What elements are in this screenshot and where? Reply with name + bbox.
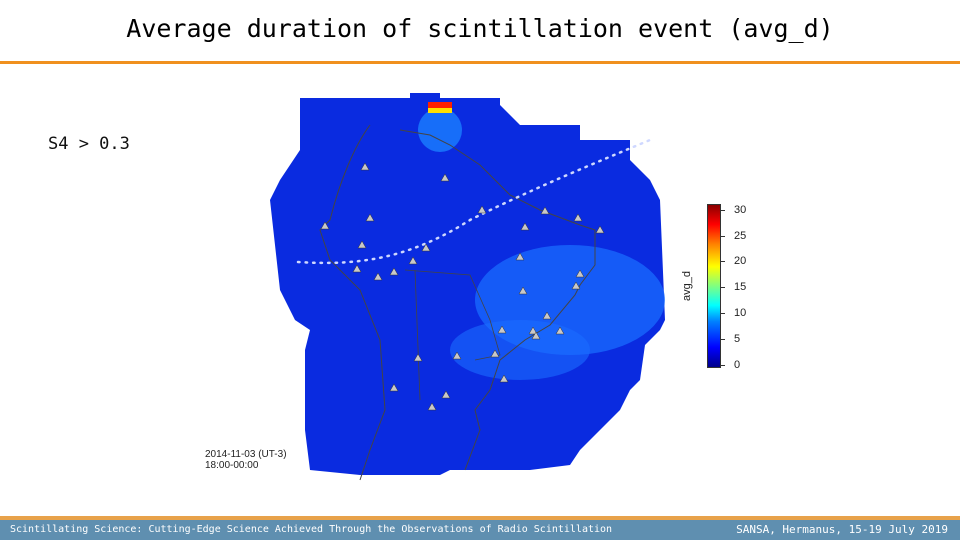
legend-axis-label: avg_d xyxy=(680,271,693,301)
legend-tick: 5 xyxy=(734,333,741,345)
legend-tick: 0 xyxy=(734,359,741,371)
footer-venue-date: SANSA, Hermanus, 15-19 July 2019 xyxy=(736,523,948,536)
legend-tick: 30 xyxy=(734,204,747,216)
slide-title: Average duration of scintillation event … xyxy=(126,14,834,43)
heatmap-area xyxy=(270,93,665,475)
footer-conference-title: Scintillating Science: Cutting-Edge Scie… xyxy=(10,524,613,535)
coastline xyxy=(319,124,596,481)
threshold-label: S4 > 0.3 xyxy=(48,134,130,154)
scintillation-map xyxy=(270,93,665,481)
magnetic-equator-line xyxy=(296,138,652,265)
time-range-line: 18:00-00:00 xyxy=(205,460,259,471)
color-legend: avg_d 0 5 10 15 20 25 30 xyxy=(681,200,770,375)
date-annotation: 2014-11-03 (UT-3) 18:00-00:00 xyxy=(205,449,287,471)
slide-footer: Scintillating Science: Cutting-Edge Scie… xyxy=(0,520,960,540)
legend-tick: 20 xyxy=(734,255,747,267)
station-markers xyxy=(320,162,605,411)
legend-colorbar xyxy=(707,204,721,368)
legend-tick: 15 xyxy=(734,281,747,293)
footer-divider xyxy=(0,516,960,520)
title-divider xyxy=(0,61,960,64)
legend-tick: 25 xyxy=(734,230,747,242)
date-line: 2014-11-03 (UT-3) xyxy=(205,449,287,460)
hotspot-north xyxy=(428,102,452,108)
legend-tick: 10 xyxy=(734,307,747,319)
